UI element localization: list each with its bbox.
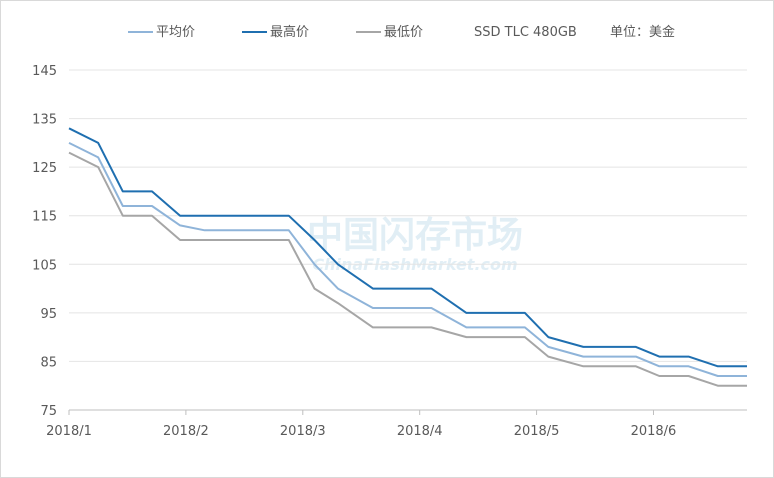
watermark-text: 中国闪存市场 <box>307 215 523 256</box>
legend-product-name: SSD TLC 480GB <box>474 25 577 40</box>
series-lines <box>68 127 747 387</box>
series-line-max <box>68 127 747 368</box>
x-tick-label-1: 2018/2 <box>163 424 209 439</box>
y-tick-label-145: 145 <box>32 64 57 79</box>
y-tick-label-85: 85 <box>40 355 57 370</box>
y-tick-label-135: 135 <box>32 113 57 128</box>
legend-unit: 单位：美金 <box>610 24 675 40</box>
y-tick-label-75: 75 <box>40 404 57 419</box>
x-tick-label-2: 2018/3 <box>280 424 326 439</box>
y-tick-label-115: 115 <box>32 210 57 225</box>
y-tick-label-105: 105 <box>32 258 57 273</box>
series-line-avg <box>68 142 747 377</box>
y-tick-label-125: 125 <box>32 161 57 176</box>
watermark: 中国闪存市场 ChinaFlashMarket.com <box>307 215 523 274</box>
series-line-min <box>68 151 747 387</box>
y-axis-tick-labels: 75 85 95 105 115 125 135 145 <box>32 64 57 419</box>
x-tick-label-5: 2018/6 <box>631 424 677 439</box>
legend-label-max: 最高价 <box>270 24 309 40</box>
legend: 平均价 最高价 最低价 SSD TLC 480GB 单位：美金 <box>128 24 675 40</box>
x-tick-label-0: 2018/1 <box>46 424 92 439</box>
y-tick-label-95: 95 <box>40 307 57 322</box>
legend-label-avg: 平均价 <box>156 25 195 40</box>
grid-lines <box>69 69 747 362</box>
x-tick-label-3: 2018/4 <box>397 424 443 439</box>
legend-label-min: 最低价 <box>384 25 423 40</box>
x-tick-label-4: 2018/5 <box>514 424 560 439</box>
x-axis: 2018/1 2018/2 2018/3 2018/4 2018/5 2018/6 <box>46 409 747 439</box>
